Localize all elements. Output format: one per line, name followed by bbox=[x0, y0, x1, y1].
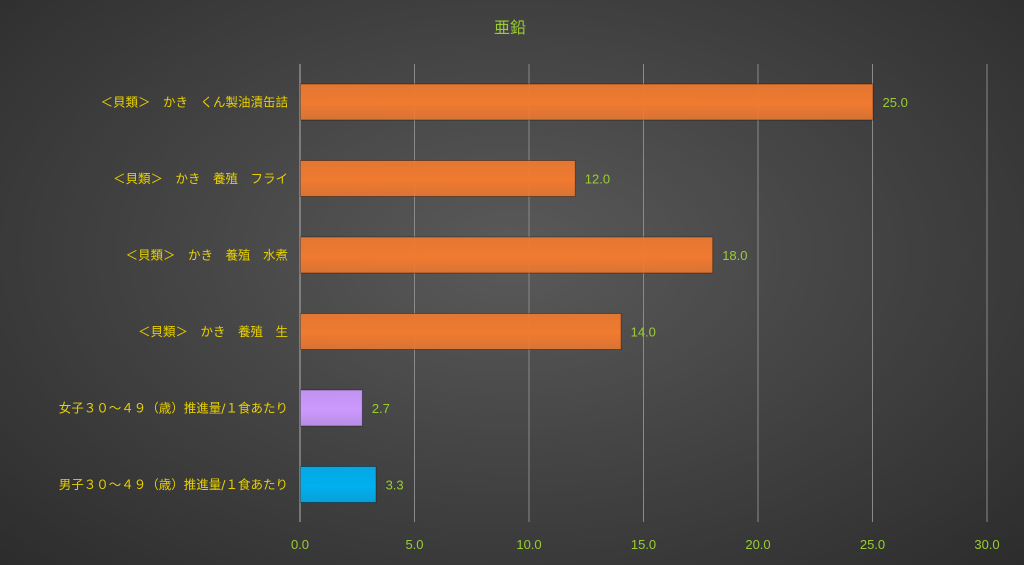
x-tick-label: 25.0 bbox=[860, 537, 885, 552]
x-axis-tick-labels: 0.0 5.0 10.0 15.0 20.0 25.0 30.0 bbox=[291, 537, 1000, 552]
gridlines bbox=[299, 64, 988, 522]
category-label: 女子３０～４９（歳）推進量/１食あたり bbox=[59, 401, 288, 416]
category-label: ＜貝類＞ かき くん製油漬缶詰 bbox=[100, 95, 288, 110]
x-tick-label: 5.0 bbox=[405, 537, 423, 552]
category-label: ＜貝類＞ かき 養殖 水煮 bbox=[125, 248, 288, 263]
data-label: 14.0 bbox=[631, 325, 656, 340]
category-label: ＜貝類＞ かき 養殖 生 bbox=[138, 324, 288, 339]
data-label: 25.0 bbox=[883, 95, 908, 110]
bars bbox=[300, 83, 874, 503]
data-label: 12.0 bbox=[585, 172, 610, 187]
data-label: 18.0 bbox=[722, 248, 747, 263]
x-tick-label: 0.0 bbox=[291, 537, 309, 552]
data-label: 2.7 bbox=[372, 401, 390, 416]
bar bbox=[300, 466, 377, 503]
bar bbox=[300, 160, 576, 197]
x-tick-label: 10.0 bbox=[516, 537, 541, 552]
bar bbox=[300, 389, 363, 427]
bar bbox=[300, 313, 622, 350]
x-tick-label: 30.0 bbox=[974, 537, 999, 552]
x-tick-label: 15.0 bbox=[631, 537, 656, 552]
bar bbox=[300, 83, 874, 121]
x-tick-label: 20.0 bbox=[745, 537, 770, 552]
chart-title: 亜鉛 bbox=[494, 18, 526, 37]
category-labels: ＜貝類＞ かき くん製油漬缶詰 ＜貝類＞ かき 養殖 フライ ＜貝類＞ かき 養殖 … bbox=[59, 95, 288, 493]
data-labels: 25.0 12.0 18.0 14.0 2.7 3.3 bbox=[372, 95, 908, 493]
category-label: 男子３０～４９（歳）推進量/１食あたり bbox=[59, 477, 288, 492]
category-label: ＜貝類＞ かき 養殖 フライ bbox=[113, 171, 288, 186]
data-label: 3.3 bbox=[386, 478, 404, 493]
bar bbox=[300, 236, 714, 274]
